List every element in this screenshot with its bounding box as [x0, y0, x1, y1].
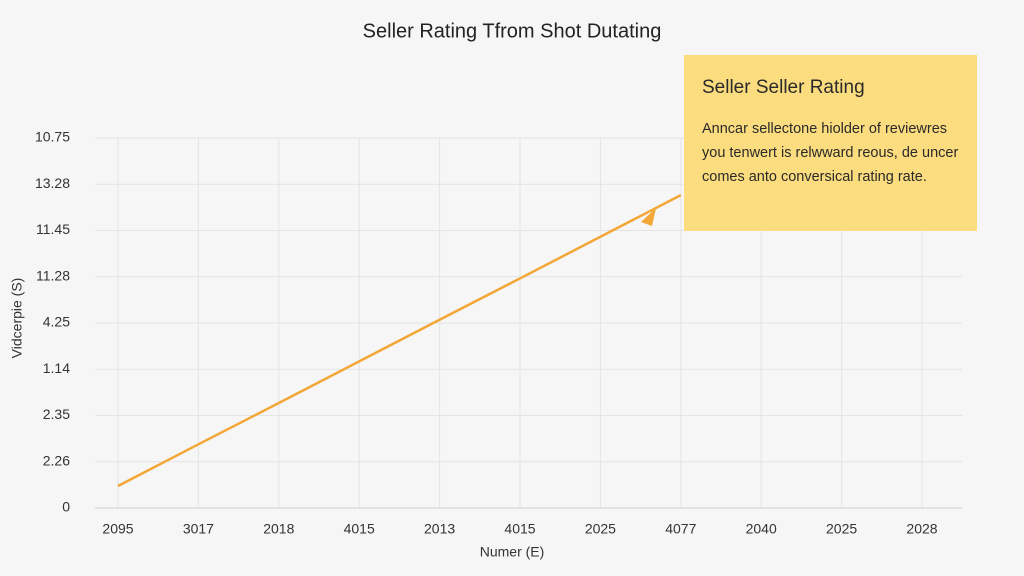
y-tick-label: 2.35 [43, 406, 70, 422]
data-line [117, 194, 682, 488]
y-tick-label: 11.45 [36, 221, 70, 237]
x-tick-label: 2013 [424, 521, 455, 537]
x-tick-label: 2040 [746, 521, 777, 537]
x-tick-label: 2025 [826, 521, 857, 537]
y-tick-label: 11.28 [36, 267, 70, 283]
x-tick-label: 2025 [585, 521, 616, 537]
x-tick-label: 2018 [263, 521, 294, 537]
x-axis-title: Numer (E) [480, 544, 545, 560]
y-tick-label: 0 [62, 499, 70, 515]
annotation-title: Seller Seller Rating [702, 77, 865, 98]
y-tick-label: 13.28 [35, 175, 70, 191]
chart-title: Seller Rating Tfrom Shot Dutating [363, 20, 662, 42]
y-tick-label: 4.25 [43, 314, 70, 330]
x-tick-label: 2095 [102, 521, 133, 537]
x-tick-label: 4015 [504, 521, 535, 537]
x-tick-label: 2028 [906, 521, 937, 537]
y-tick-label: 10.75 [35, 129, 70, 145]
y-tick-label: 1.14 [43, 360, 70, 376]
annotation-arrow [641, 208, 656, 226]
y-axis-title: Vidcerpie (S) [9, 278, 25, 359]
y-tick-label: 2.26 [43, 452, 70, 468]
x-tick-label: 3017 [183, 521, 214, 537]
x-tick-label: 4015 [344, 521, 375, 537]
x-tick-label: 4077 [665, 521, 696, 537]
annotation-text: Anncar sellectone hiolder of reviewres y… [702, 121, 959, 185]
annotation-box: Seller Seller Rating Anncar sellectone h… [684, 55, 977, 231]
